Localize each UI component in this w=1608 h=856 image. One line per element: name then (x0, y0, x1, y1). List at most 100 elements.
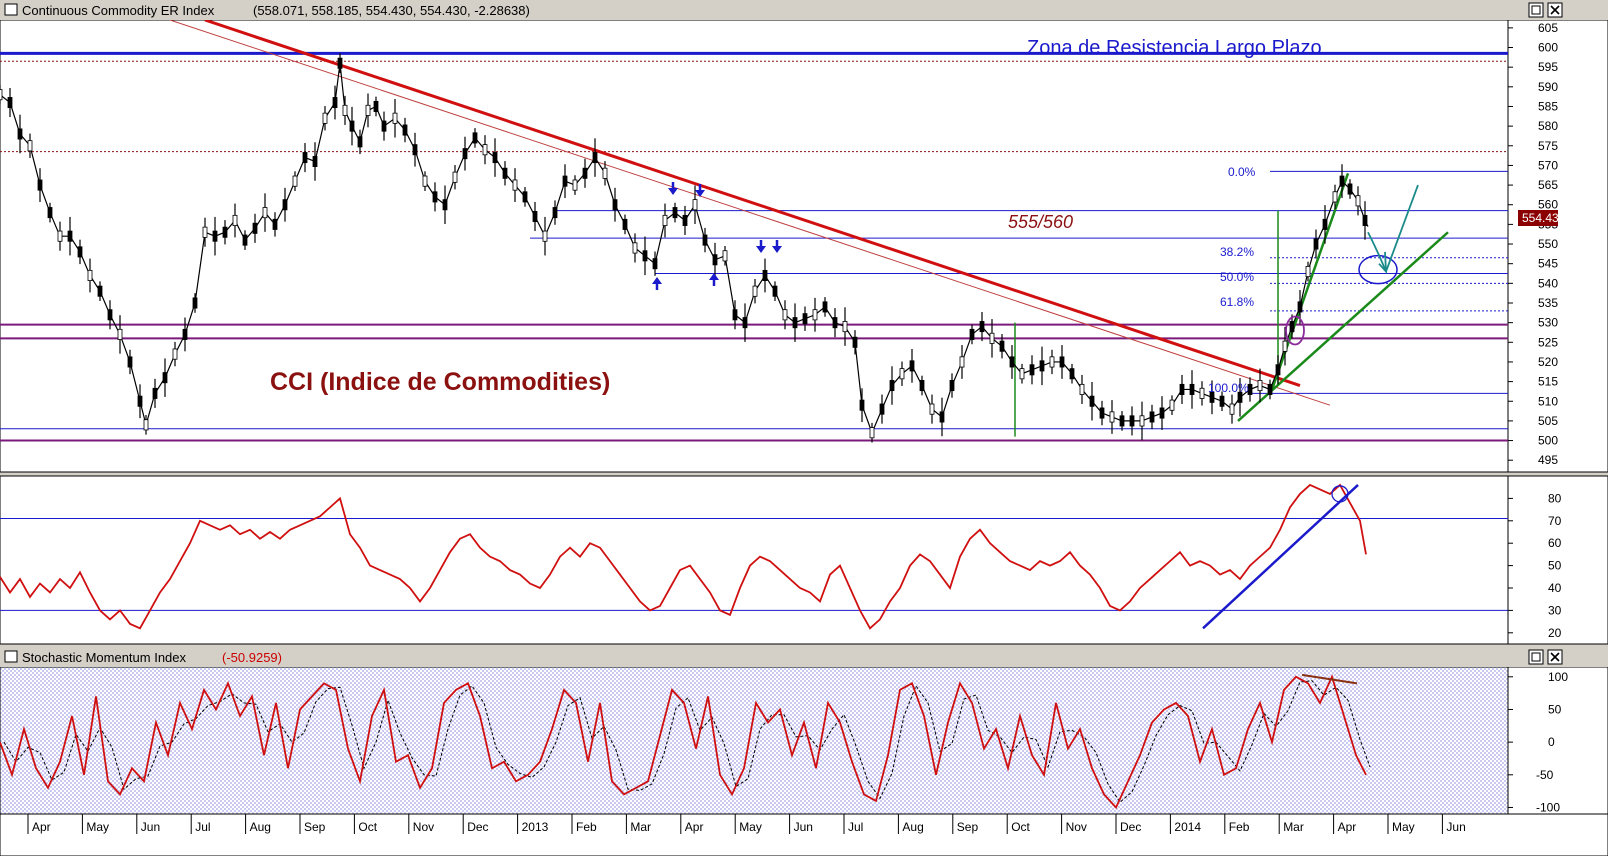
price-candle (1219, 395, 1225, 407)
price-candle (1019, 368, 1025, 380)
price-candle (392, 112, 398, 124)
price-candle (852, 336, 858, 348)
x-axis-label: Jul (848, 820, 863, 834)
price-candle (1209, 391, 1215, 403)
price-candle (782, 309, 788, 321)
price-candle (192, 297, 198, 309)
price-candle (512, 179, 518, 191)
price-axis-label: 515 (1538, 375, 1558, 389)
price-candle (1029, 364, 1035, 376)
price-candle (143, 419, 149, 431)
price-candle (87, 269, 93, 281)
price-plot-area (0, 19, 1509, 473)
price-candle (57, 230, 63, 242)
x-axis-label: 2014 (1174, 820, 1201, 834)
price-candle (732, 309, 738, 321)
price-candle (502, 167, 508, 179)
price-candle (1009, 356, 1015, 368)
price-candle (832, 317, 838, 329)
rsi-close-button[interactable] (1547, 649, 1563, 665)
sto-axis-label: 100 (1548, 670, 1568, 684)
price-candle (1229, 403, 1235, 415)
main-downtrend-line (204, 20, 1301, 387)
price-candle (1179, 383, 1185, 395)
price-candle (1059, 356, 1065, 368)
price-close-button[interactable] (1547, 2, 1563, 18)
price-candle (692, 199, 698, 211)
resistance-label: Zona de Resistencia Largo Plazo (1027, 37, 1322, 59)
price-window-icon[interactable] (4, 3, 18, 16)
price-candle (822, 301, 828, 313)
price-candle (859, 399, 865, 411)
projection-arrow-up (1385, 184, 1419, 272)
price-candle (1347, 183, 1353, 195)
price-maximize-button[interactable] (1528, 2, 1544, 18)
purple-circle-marker (1285, 315, 1305, 346)
price-candle (792, 317, 798, 329)
price-candle (302, 152, 308, 164)
price-candle (1049, 356, 1055, 368)
price-axis-label: 510 (1538, 394, 1558, 408)
projection-arrow-down-head (1378, 251, 1388, 275)
price-candle (999, 340, 1005, 352)
price-candle (959, 356, 965, 368)
price-candle (1199, 387, 1205, 399)
x-axis-label: Apr (1338, 820, 1357, 834)
price-candle (772, 285, 778, 297)
sto-plot-area (0, 666, 1509, 815)
price-candle (373, 100, 379, 112)
price-candle (1305, 266, 1311, 278)
x-axis-label: Oct (358, 820, 377, 834)
price-candle (1099, 407, 1105, 419)
price-candle (762, 269, 768, 281)
price-candle (642, 250, 648, 262)
price-candle (989, 332, 995, 344)
price-candle (889, 380, 895, 392)
price-candle (152, 387, 158, 399)
price-candle (349, 120, 355, 132)
down-arrow-1 (668, 182, 678, 195)
price-candle (909, 360, 915, 372)
rsi-maximize-button[interactable] (1528, 649, 1544, 665)
sto-title: Stochastic Momentum Index (22, 650, 187, 665)
rsi-axis-label: 70 (1548, 514, 1562, 528)
x-axis-label: Jun (794, 820, 813, 834)
price-candle (1149, 411, 1155, 423)
price-candle (542, 230, 548, 242)
price-candle (472, 132, 478, 144)
price-axis-label: 560 (1538, 198, 1558, 212)
sto-window-icon[interactable] (4, 650, 18, 663)
rsi-circle-marker (1331, 485, 1349, 503)
rsi-axis-label: 50 (1548, 559, 1562, 573)
price-candle (252, 222, 258, 234)
price-candle (1275, 364, 1281, 376)
sto-title-bar (0, 646, 1608, 667)
price-axis-label: 530 (1538, 316, 1558, 330)
price-candle (672, 207, 678, 219)
price-candle (27, 140, 33, 152)
sto-axis-label: 50 (1548, 702, 1562, 716)
price-candle (1322, 218, 1328, 230)
price-candle (919, 380, 925, 392)
rsi-series-line (0, 483, 1367, 630)
fib-100-label: 100.0% (1208, 381, 1249, 395)
x-axis-label: Aug (250, 820, 271, 834)
price-candle (107, 309, 113, 321)
price-candle (47, 207, 53, 219)
x-axis-label: Mar (1283, 820, 1304, 834)
price-axis-label: 585 (1538, 99, 1558, 113)
x-axis-label: Aug (902, 820, 923, 834)
price-candle (242, 234, 248, 246)
x-axis-label: Sep (304, 820, 326, 834)
price-candle (1159, 407, 1165, 419)
price-candle (752, 285, 758, 297)
price-candle (292, 175, 298, 187)
x-axis-label: Feb (1229, 820, 1250, 834)
rsi-axis-area (1507, 475, 1608, 645)
rsi-axis-label: 20 (1548, 626, 1562, 640)
price-candle (712, 254, 718, 266)
fib-50-label: 50.0% (1220, 270, 1254, 284)
price-candle (67, 230, 73, 242)
price-candle (1189, 383, 1195, 395)
